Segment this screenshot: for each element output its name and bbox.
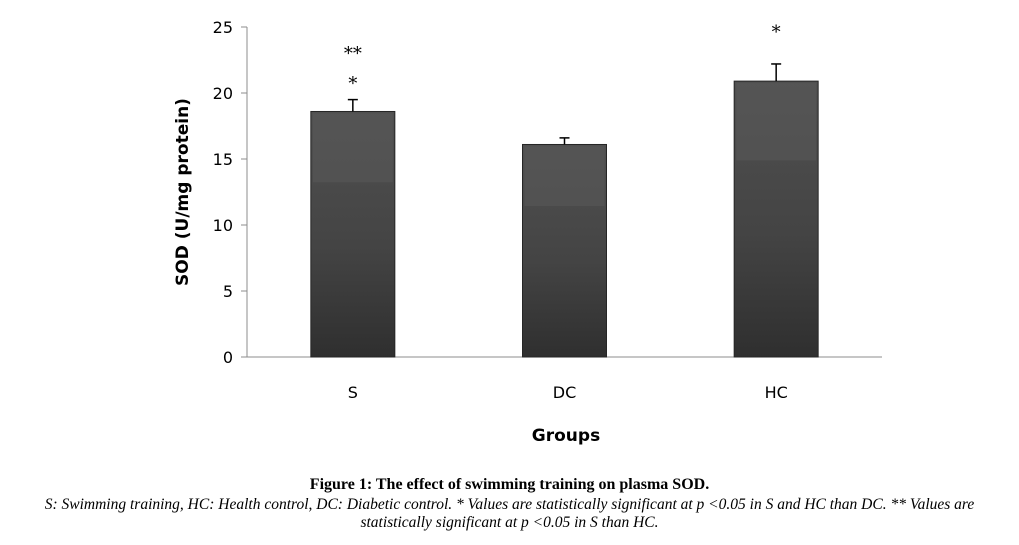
significance-marker-S: ** bbox=[344, 44, 362, 65]
x-tick-label: DC bbox=[553, 383, 577, 402]
y-tick-label: 0 bbox=[223, 348, 233, 367]
y-axis-title: SOD (U/mg protein) bbox=[173, 98, 193, 286]
caption-body: S: Swimming training, HC: Health control… bbox=[44, 496, 975, 531]
caption-title: Figure 1: The effect of swimming trainin… bbox=[309, 476, 710, 493]
x-axis-title: Groups bbox=[532, 426, 600, 446]
bar-shade-S bbox=[312, 113, 393, 183]
x-tick-label: S bbox=[348, 383, 358, 402]
x-tick-label: HC bbox=[765, 383, 788, 402]
bar-shade-DC bbox=[524, 146, 605, 206]
bar-shade-HC bbox=[736, 83, 817, 161]
y-tick-label: 5 bbox=[223, 282, 233, 301]
significance-marker-HC: * bbox=[772, 22, 781, 43]
y-tick-label: 15 bbox=[213, 150, 233, 169]
significance-marker-S: * bbox=[348, 74, 357, 95]
y-tick-label: 20 bbox=[213, 84, 233, 103]
y-tick-label: 25 bbox=[213, 18, 233, 37]
y-tick-label: 10 bbox=[213, 216, 233, 235]
figure-caption: Figure 1: The effect of swimming trainin… bbox=[0, 475, 1019, 532]
